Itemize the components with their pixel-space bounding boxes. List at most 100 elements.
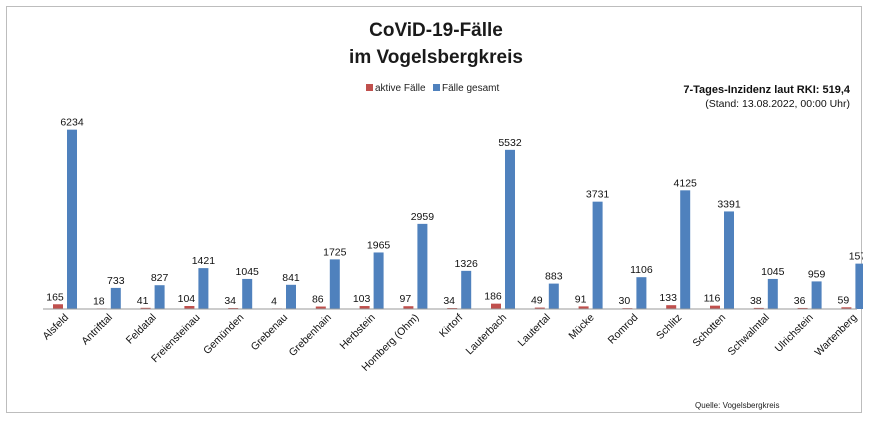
- category-label-10: Lauterbach: [463, 312, 509, 358]
- category-label-12: Mücke: [566, 312, 596, 342]
- bar-aktive-15: [710, 305, 720, 309]
- bar-gesamt-13: [636, 277, 647, 309]
- bar-gesamt-9: [461, 270, 472, 309]
- bar-gesamt-16: [767, 278, 778, 309]
- bar-gesamt-14: [680, 190, 691, 309]
- value-label-aktive-14: 133: [659, 292, 677, 304]
- value-label-aktive-11: 49: [531, 295, 543, 307]
- bar-gesamt-5: [286, 284, 296, 309]
- value-label-aktive-0: 165: [46, 291, 64, 303]
- value-label-gesamt-10: 5532: [498, 137, 522, 149]
- category-label-1: Antrifttal: [79, 312, 115, 348]
- bar-aktive-3: [184, 306, 195, 309]
- bar-aktive-7: [359, 306, 370, 309]
- category-label-5: Grebenau: [249, 312, 291, 354]
- value-label-gesamt-6: 1725: [323, 246, 347, 258]
- value-label-gesamt-18: 1577: [849, 251, 863, 263]
- value-label-gesamt-0: 6234: [60, 117, 84, 129]
- value-label-gesamt-7: 1965: [367, 239, 391, 251]
- category-label-15: Schotten: [690, 312, 728, 350]
- bar-gesamt-15: [724, 211, 734, 309]
- bar-gesamt-10: [505, 149, 515, 309]
- value-label-gesamt-12: 3731: [586, 189, 610, 201]
- category-label-7: Herbstein: [337, 312, 377, 352]
- value-label-gesamt-4: 1045: [236, 266, 260, 278]
- bar-gesamt-3: [198, 268, 209, 309]
- value-label-aktive-15: 116: [704, 293, 721, 305]
- value-label-aktive-2: 41: [137, 295, 149, 307]
- bar-gesamt-8: [417, 223, 428, 309]
- chart-title-line1: CoViD-19-Fälle: [369, 20, 503, 41]
- bar-aktive-12: [578, 306, 589, 309]
- category-label-16: Schwalmtal: [725, 312, 771, 358]
- category-label-11: Lautertal: [516, 312, 553, 349]
- chart-canvas: CoViD-19-Fälle im Vogelsbergkreis aktive…: [40, 20, 863, 410]
- bar-aktive-16: [753, 307, 764, 309]
- value-label-aktive-13: 30: [619, 295, 631, 307]
- legend-label-aktive: aktive Fälle: [375, 83, 426, 94]
- value-label-aktive-18: 59: [838, 294, 850, 306]
- bar-aktive-14: [666, 305, 677, 309]
- category-label-17: Ulrichstein: [773, 312, 816, 355]
- bar-aktive-2: [140, 307, 151, 309]
- value-label-aktive-17: 36: [794, 295, 806, 307]
- legend-swatch-gesamt: [433, 84, 440, 91]
- value-label-aktive-1: 18: [93, 295, 105, 307]
- bar-gesamt-4: [242, 278, 253, 309]
- category-label-13: Romrod: [606, 312, 641, 347]
- bars-layer: [53, 129, 863, 309]
- bar-gesamt-0: [67, 129, 77, 309]
- value-label-aktive-12: 91: [575, 293, 587, 305]
- incidence-note: 7-Tages-Inzidenz laut RKI: 519,4: [683, 84, 851, 96]
- value-label-aktive-8: 97: [400, 293, 412, 305]
- bar-aktive-17: [797, 307, 808, 309]
- category-label-9: Kirtorf: [437, 312, 465, 340]
- legend-label-gesamt: Fälle gesamt: [442, 83, 499, 94]
- value-label-gesamt-17: 959: [808, 268, 826, 280]
- bar-aktive-10: [491, 303, 501, 309]
- incidence-date-note: (Stand: 13.08.2022, 00:00 Uhr): [705, 98, 850, 110]
- bar-aktive-6: [315, 306, 326, 309]
- value-label-gesamt-13: 1106: [630, 264, 653, 276]
- bar-aktive-18: [841, 307, 852, 309]
- bar-gesamt-1: [110, 287, 121, 309]
- bar-gesamt-12: [592, 201, 603, 309]
- value-label-gesamt-1: 733: [107, 275, 125, 287]
- bar-aktive-8: [403, 306, 414, 309]
- value-label-aktive-10: 186: [484, 291, 502, 303]
- value-label-aktive-16: 38: [750, 295, 762, 307]
- value-label-aktive-6: 86: [312, 294, 324, 306]
- value-label-gesamt-3: 1421: [192, 255, 216, 267]
- legend: aktive Fälle Fälle gesamt: [366, 83, 499, 94]
- bar-gesamt-17: [811, 281, 822, 309]
- value-label-aktive-4: 34: [224, 295, 236, 307]
- value-label-gesamt-5: 841: [282, 272, 300, 284]
- chart-title-line2: im Vogelsbergkreis: [349, 47, 523, 68]
- bar-gesamt-11: [548, 283, 559, 309]
- value-label-aktive-7: 103: [353, 293, 371, 305]
- bar-gesamt-2: [154, 285, 165, 309]
- bar-gesamt-7: [373, 252, 384, 309]
- chart-frame: CoViD-19-Fälle im Vogelsbergkreis aktive…: [6, 6, 863, 413]
- source-note: Quelle: Vogelsbergkreis: [695, 401, 780, 410]
- value-label-gesamt-14: 4125: [674, 177, 698, 189]
- value-label-gesamt-11: 883: [545, 271, 563, 283]
- value-label-gesamt-2: 827: [151, 272, 169, 284]
- category-label-4: Gemünden: [201, 312, 246, 357]
- value-label-aktive-3: 104: [178, 293, 196, 305]
- value-label-gesamt-8: 2959: [411, 211, 435, 223]
- category-label-14: Schlitz: [654, 312, 684, 342]
- category-label-2: Feldatal: [124, 312, 159, 347]
- value-label-aktive-9: 34: [443, 295, 455, 307]
- bar-gesamt-6: [329, 259, 340, 309]
- category-label-18: Wartenberg: [813, 312, 860, 359]
- bar-aktive-0: [53, 304, 63, 309]
- bar-aktive-11: [534, 307, 545, 309]
- category-label-6: Grebenhain: [287, 312, 334, 359]
- bar-gesamt-18: [855, 263, 863, 309]
- category-label-0: Alsfeld: [40, 312, 71, 343]
- value-label-aktive-5: 4: [271, 295, 277, 307]
- value-label-gesamt-9: 1326: [455, 258, 479, 270]
- value-label-gesamt-15: 3391: [717, 198, 741, 210]
